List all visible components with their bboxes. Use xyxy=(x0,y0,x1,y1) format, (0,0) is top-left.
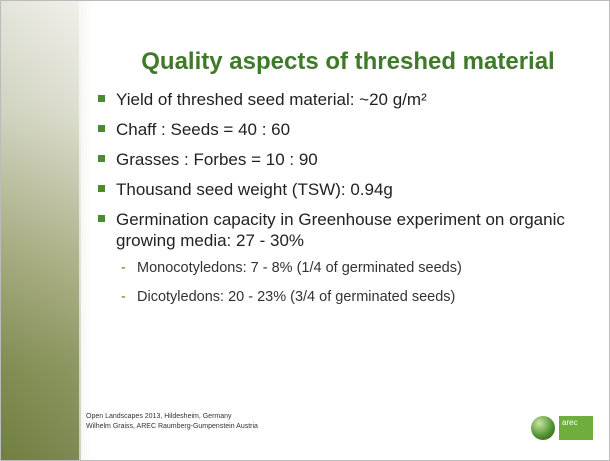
bullet: Grasses : Forbes = 10 : 90 xyxy=(94,149,594,170)
slide-title: Quality aspects of threshed material xyxy=(93,48,603,76)
bullet: Thousand seed weight (TSW): 0.94g xyxy=(94,179,594,200)
bullet: Chaff : Seeds = 40 : 60 xyxy=(94,119,594,140)
logo-sphere xyxy=(531,416,555,440)
bullet: Germination capacity in Greenhouse exper… xyxy=(94,209,594,251)
logo-text: arec xyxy=(559,416,593,440)
background-image xyxy=(1,1,81,460)
sub-bullet-list: Monocotyledons: 7 - 8% (1/4 of germinate… xyxy=(119,259,599,317)
footer-line: Wilhelm Graiss, AREC Raumberg-Gumpenstei… xyxy=(86,422,258,432)
page: Quality aspects of threshed material Yie… xyxy=(0,0,610,461)
logo: arec xyxy=(531,414,593,442)
bullet-list: Yield of threshed seed material: ~20 g/m… xyxy=(94,89,594,260)
footer-line: Open Landscapes 2013, Hildesheim, German… xyxy=(86,412,258,422)
bullet: Yield of threshed seed material: ~20 g/m… xyxy=(94,89,594,110)
slide: Quality aspects of threshed material Yie… xyxy=(0,0,610,461)
sub-bullet: Monocotyledons: 7 - 8% (1/4 of germinate… xyxy=(119,259,599,278)
sub-bullet: Dicotyledons: 20 - 23% (3/4 of germinate… xyxy=(119,288,599,307)
footer: Open Landscapes 2013, Hildesheim, German… xyxy=(86,412,258,432)
